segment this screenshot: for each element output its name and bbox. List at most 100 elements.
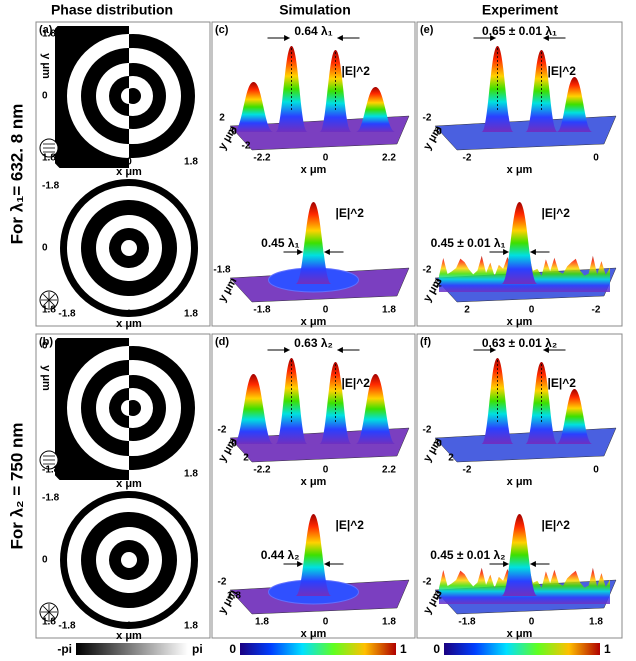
- y-tick-label: 2: [219, 113, 225, 124]
- x-tick-label: 0: [323, 617, 329, 628]
- y-axis-label: y μm: [40, 365, 52, 391]
- x-axis-label: x μm: [301, 628, 327, 640]
- phase-half: [55, 338, 129, 480]
- x-tick-label: 2.2: [382, 465, 396, 476]
- x-tick-label: 2: [464, 305, 470, 316]
- x-tick-label: 1.8: [184, 309, 198, 320]
- x-tick-label: -2.2: [253, 153, 271, 164]
- x-tick-label: 1.8: [184, 157, 198, 168]
- y-tick-label: -2: [423, 113, 432, 124]
- phase-edge: [60, 491, 198, 629]
- x-axis-label: x μm: [116, 478, 142, 490]
- column-header: Experiment: [482, 2, 559, 18]
- x-tick-label: 0: [64, 469, 70, 480]
- width-annotation: 0.64 λ₁: [294, 24, 332, 38]
- y-tick-label: 0: [42, 341, 48, 352]
- subplot: 1.801.8 -1.8 0 1.8y μmx μm: [39, 26, 203, 178]
- intensity-peak: [355, 374, 396, 444]
- x-tick-label: 0: [323, 305, 329, 316]
- panel-frame: [211, 21, 416, 327]
- intensity-label: |E|^2: [336, 518, 365, 532]
- x-tick-label: 0: [529, 617, 535, 628]
- panel-frame: [35, 333, 211, 639]
- x-tick-label: -2: [592, 305, 601, 316]
- colorbar-min: -pi: [57, 642, 72, 656]
- x-tick-label: 2.2: [382, 153, 396, 164]
- panel: 1.801.8 -1.8 0 1.8y μmx μm-1.801.8 -1.8 0 1.8x…: [35, 21, 211, 330]
- y-tick-label: -2: [242, 141, 251, 152]
- colorbar-max: 1: [604, 642, 611, 656]
- phase-ring: [121, 240, 137, 256]
- intensity-peak: [556, 77, 593, 132]
- intensity-peak: [355, 87, 396, 132]
- intensity-label: |E|^2: [542, 518, 571, 532]
- intensity-peak: [319, 362, 352, 444]
- panel-frame: [416, 21, 623, 327]
- phase-edge: [60, 179, 198, 317]
- width-annotation: 0.63 ± 0.01 λ₂: [482, 336, 557, 350]
- intensity-label: |E|^2: [548, 64, 577, 78]
- x-tick-label: -1.8: [58, 309, 76, 320]
- x-tick-label: 0: [593, 465, 599, 476]
- polarization-arrow: [43, 606, 55, 618]
- colorbar-min: 0: [229, 642, 236, 656]
- phase-ring: [129, 88, 141, 104]
- intensity-peak: [295, 202, 332, 284]
- x-axis-label: x μm: [116, 318, 142, 330]
- y-axis-label: y μm: [216, 124, 239, 152]
- column-header: Simulation: [279, 2, 351, 18]
- panel: 0.64 λ₁|E|^220-2y μm-2.2 0 2.2x μm0.45 λ₁|…: [211, 21, 416, 328]
- x-tick-label: 1.8: [255, 617, 269, 628]
- x-tick-label: 0: [126, 621, 132, 632]
- phase-half: [55, 26, 129, 168]
- x-tick-label: -1.8: [58, 621, 76, 632]
- intensity-peak: [295, 514, 332, 596]
- colorbar-min: 0: [433, 642, 440, 656]
- phase-half: [129, 26, 203, 168]
- x-tick-label: 0: [323, 465, 329, 476]
- x-tick-label: -1.8: [253, 305, 271, 316]
- y-tick-label: -2: [423, 265, 432, 276]
- panel-frame: [211, 333, 416, 639]
- width-annotation: 0.45 ± 0.01 λ₂: [430, 548, 505, 562]
- colorbar-max: 1: [400, 642, 407, 656]
- x-axis-label: x μm: [116, 166, 142, 178]
- intensity-peak: [233, 82, 274, 132]
- row-label: For λ₁= 632. 8 nm: [7, 104, 26, 245]
- phase-map: [55, 338, 203, 480]
- phase-half: [129, 338, 203, 480]
- subplot: -1.801.8 -1.8 0 1.8x μm: [39, 179, 198, 330]
- intensity-peak: [556, 389, 593, 444]
- x-tick-label: 0: [126, 157, 132, 168]
- panel: 0.65 ± 0.01 λ₁|E|^2-20y μm-2 0x μm0.45 ± …: [416, 21, 623, 328]
- intensity-label: |E|^2: [548, 376, 577, 390]
- y-tick-label: 0: [42, 91, 48, 102]
- y-tick-label: 0: [42, 555, 48, 566]
- x-tick-label: -2: [463, 153, 472, 164]
- panel: 0-1.8 0 1.8y μmx μm-1.801.8 -1.8 0 1.8x μm(b): [35, 333, 211, 642]
- y-axis-label: y μm: [421, 436, 444, 464]
- y-axis-label: y μm: [421, 124, 444, 152]
- intensity-label: |E|^2: [342, 64, 371, 78]
- y-tick-label: 0: [231, 127, 237, 138]
- intensity-peak: [501, 514, 538, 596]
- x-tick-label: 1.8: [184, 621, 198, 632]
- x-tick-label: 0: [593, 153, 599, 164]
- y-tick-label: -2: [218, 577, 227, 588]
- y-tick-label: -1.8: [42, 465, 60, 476]
- width-annotation: 0.45 ± 0.01 λ₁: [431, 236, 506, 250]
- subplot: 0.64 λ₁|E|^220-2y μm-2.2 0 2.2x μm: [216, 24, 410, 176]
- y-axis-label: y μm: [216, 588, 239, 616]
- phase-ring: [121, 552, 137, 568]
- x-axis-label: x μm: [507, 628, 533, 640]
- panel-label: (b): [39, 336, 53, 348]
- panel-label: (d): [215, 336, 229, 348]
- intensity-peak: [525, 362, 558, 444]
- subplot: 0.45 ± 0.01 λ₂|E|^2-22y μm-1.8 0 1.8x μm: [421, 514, 617, 640]
- phase-map: [55, 26, 203, 168]
- colorbar-max: pi: [192, 642, 203, 656]
- y-tick-label: 1.8: [42, 617, 56, 628]
- y-tick-label: 2: [243, 453, 249, 464]
- y-tick-label: 0: [42, 243, 48, 254]
- y-tick-label: 0: [436, 439, 442, 450]
